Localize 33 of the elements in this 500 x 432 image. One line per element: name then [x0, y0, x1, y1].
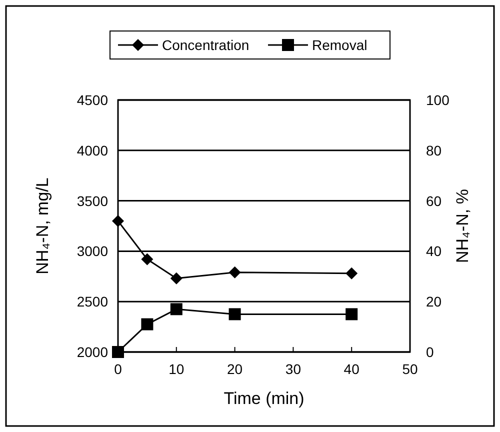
- x-axis-title: Time (min): [224, 389, 304, 408]
- y-tick-label: 3000: [76, 243, 108, 260]
- point: [346, 308, 358, 320]
- legend-label: Removal: [312, 37, 368, 53]
- point: [112, 346, 124, 358]
- y2-axis-title: NH₄-N, %: [453, 189, 472, 263]
- y2-tick-label: 20: [426, 294, 442, 310]
- point: [141, 318, 154, 330]
- x-tick-label: 50: [402, 361, 418, 377]
- y-axis-title: NH₄-N, mg/L: [33, 178, 52, 274]
- x-tick-label: 20: [227, 361, 243, 377]
- x-tick-label: 30: [285, 361, 302, 377]
- y-tick-label: 4500: [76, 92, 108, 108]
- y2-tick-label: 100: [426, 92, 450, 108]
- y-tick-label: 2000: [76, 344, 108, 360]
- point: [112, 214, 124, 227]
- y2-tick-label: 0: [426, 344, 434, 360]
- point: [346, 267, 358, 280]
- y-tick-label: 4000: [76, 142, 108, 158]
- x-tick-label: 10: [168, 361, 184, 377]
- point: [170, 303, 182, 316]
- point: [228, 266, 241, 278]
- y-tick-label: 2500: [76, 294, 108, 310]
- point: [141, 253, 154, 266]
- x-tick-label: 0: [114, 361, 122, 377]
- y2-tick-label: 60: [426, 192, 442, 209]
- point: [170, 272, 182, 284]
- y-tick-label: 3500: [76, 192, 108, 209]
- x-tick-label: 40: [344, 361, 360, 377]
- y2-tick-label: 80: [426, 142, 442, 158]
- y2-tick-label: 40: [426, 243, 442, 260]
- point: [228, 308, 241, 320]
- legend-label: Concentration: [162, 37, 250, 53]
